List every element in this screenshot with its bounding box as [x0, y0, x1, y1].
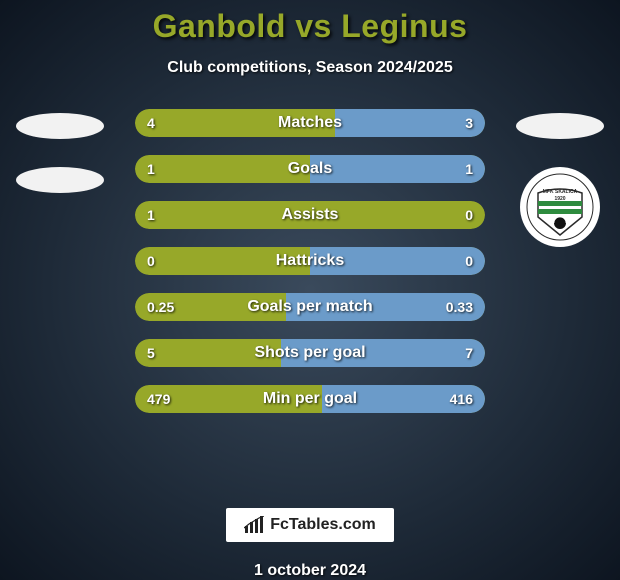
stat-right-value: 416 — [450, 385, 473, 413]
player-left-panel — [10, 113, 110, 193]
stat-label: Hattricks — [135, 247, 485, 275]
stat-row: 479Min per goal416 — [135, 385, 485, 413]
player-left-avatar-placeholder — [16, 113, 104, 139]
stat-label: Goals — [135, 155, 485, 183]
watermark-text: FcTables.com — [270, 516, 376, 534]
player-right-avatar-placeholder — [516, 113, 604, 139]
club-year-text: 1920 — [554, 196, 565, 202]
stat-right-value: 0 — [465, 247, 473, 275]
stat-row: 1Goals1 — [135, 155, 485, 183]
stat-right-value: 1 — [465, 155, 473, 183]
stat-bars: 4Matches31Goals11Assists00Hattricks00.25… — [135, 109, 485, 413]
stat-label: Assists — [135, 201, 485, 229]
date-text: 1 october 2024 — [254, 562, 366, 580]
comparison-chart: MFK SKALICA 1920 4Matches31Goals11Assist… — [0, 109, 620, 492]
stat-label: Min per goal — [135, 385, 485, 413]
player-left-club-placeholder — [16, 167, 104, 193]
stat-row: 1Assists0 — [135, 201, 485, 229]
stat-right-value: 0 — [465, 201, 473, 229]
watermark: FcTables.com — [226, 508, 394, 542]
player-right-club-badge: MFK SKALICA 1920 — [520, 167, 600, 247]
stat-right-value: 3 — [465, 109, 473, 137]
club-crest-icon: MFK SKALICA 1920 — [526, 173, 594, 241]
chart-bars-icon — [244, 516, 264, 534]
subtitle: Club competitions, Season 2024/2025 — [167, 59, 452, 77]
stat-row: 4Matches3 — [135, 109, 485, 137]
club-name-text: MFK SKALICA — [543, 189, 578, 195]
stat-right-value: 0.33 — [446, 293, 473, 321]
page-title: Ganbold vs Leginus — [153, 8, 468, 45]
stat-right-value: 7 — [465, 339, 473, 367]
stat-label: Goals per match — [135, 293, 485, 321]
stat-row: 0Hattricks0 — [135, 247, 485, 275]
stat-label: Shots per goal — [135, 339, 485, 367]
stat-row: 0.25Goals per match0.33 — [135, 293, 485, 321]
stat-row: 5Shots per goal7 — [135, 339, 485, 367]
stat-label: Matches — [135, 109, 485, 137]
player-right-panel: MFK SKALICA 1920 — [510, 113, 610, 247]
